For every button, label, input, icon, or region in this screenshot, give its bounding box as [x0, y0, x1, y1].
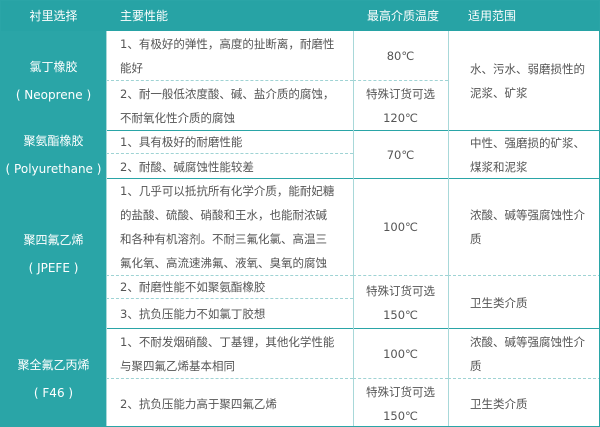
temperature-line: 100℃ [383, 346, 418, 361]
header-text: 最高介质温度 [367, 9, 440, 23]
name-line: ( Polyurethane ) [5, 162, 102, 176]
name-line: 氯丁橡胶 [29, 60, 78, 74]
temperature-line: 特殊订货可选 [366, 283, 435, 298]
feature-cell: 2、抗负压能力高于聚四氟乙烯 [106, 379, 353, 426]
header-cell: 主要性能 [106, 1, 353, 31]
application-cell: 中性、强磨损的矿浆、 煤浆和泥浆 [448, 131, 599, 179]
name-line: ( Neoprene ) [15, 88, 92, 102]
application-cell: 浓酸、碱等强腐蚀性介质 [448, 179, 599, 276]
lining-name: 聚氨酯橡胶 ( Polyurethane ) [1, 131, 106, 179]
application-line: 水、污水、弱磨损性的 [470, 62, 585, 76]
column-divider [448, 31, 449, 426]
name-line: ( JPEFE ) [28, 261, 79, 275]
lining-name: 聚全氟乙丙烯 ( F46 ) [1, 329, 106, 426]
application-line: 中性、强磨损的矿浆、 [470, 136, 585, 150]
application-line: 煤浆和泥浆 [470, 160, 528, 174]
application-line: 质 [470, 358, 482, 373]
feature-cell: 1、几乎可以抵抗所有化学介质，能耐妃糖 的盐酸、硫酸、硝酸和王水，也能耐浓碱 和各种… [106, 179, 353, 276]
feature-cell: 3、抗负压能力不如氯丁胶想 [106, 299, 353, 329]
temperature-line: 150℃ [383, 408, 418, 423]
feature-line: 氟化氧、高流速沸氟、液氧、臭氧的腐蚀 [120, 256, 327, 270]
temperature-line: 120℃ [383, 111, 418, 125]
group-divider [106, 130, 599, 131]
feature-line: 1、几乎可以抵抗所有化学介质，能耐妃糖 [120, 184, 335, 198]
temperature-cell: 70℃ [353, 131, 448, 179]
feature-line: 2、耐磨性能不如聚氨酯橡胶 [120, 280, 266, 294]
feature-cell: 2、耐磨性能不如聚氨酯橡胶 [106, 276, 353, 299]
header-cell: 衬里选择 [1, 1, 106, 31]
name-line: ( F46 ) [33, 385, 74, 400]
header-text: 主要性能 [120, 9, 169, 23]
feature-line: 与聚四氟乙烯基本相同 [120, 358, 235, 373]
temperature-line: 80℃ [386, 48, 415, 63]
application-line: 泥浆、矿浆 [470, 86, 528, 100]
application-line: 浓酸、碱等强腐蚀性介 [470, 208, 585, 222]
lining-name: 氯丁橡胶 ( Neoprene ) [1, 31, 106, 131]
column-divider [353, 31, 354, 426]
lining-name: 聚四氟乙烯 ( JPEFE ) [1, 179, 106, 329]
application-cell: 卫生类介质 [448, 276, 599, 329]
temperature-line: 特殊订货可选 [366, 87, 435, 101]
column-divider [106, 31, 107, 426]
header-text: 衬里选择 [29, 9, 78, 23]
temperature-cell: 特殊订货可选 150℃ [353, 276, 448, 329]
temperature-line: 100℃ [383, 220, 418, 234]
feature-line: 2、抗负压能力高于聚四氟乙烯 [120, 396, 277, 411]
feature-line: 1、具有极好的耐磨性能 [120, 135, 243, 149]
application-cell: 浓酸、碱等强腐蚀性介质 [448, 329, 599, 379]
temperature-cell: 特殊订货可选 120℃ [353, 81, 448, 131]
feature-cell: 2、耐酸、碱腐蚀性能较差 [106, 154, 353, 179]
application-line: 卫生类介质 [470, 396, 528, 411]
feature-cell: 1、具有极好的耐磨性能 [106, 131, 353, 154]
feature-line: 和各种有机溶剂。不耐三氟化氯、高温三 [120, 232, 327, 246]
group-divider [106, 178, 599, 179]
feature-line: 能好 [120, 60, 143, 75]
feature-line: 2、耐酸、碱腐蚀性能较差 [120, 159, 254, 174]
temperature-cell: 特殊订货可选 150℃ [353, 379, 448, 426]
application-line: 浓酸、碱等强腐蚀性介 [470, 334, 585, 349]
feature-line: 2、耐一般低浓度酸、碱、盐介质的腐蚀， [120, 87, 335, 101]
application-cell: 卫生类介质 [448, 379, 599, 426]
header-cell: 最高介质温度 [353, 1, 448, 31]
temperature-line: 70℃ [386, 148, 415, 162]
feature-line: 1、有极好的弹性，高度的扯断离，耐磨性 [120, 36, 335, 51]
application-cell: 水、污水、弱磨损性的 泥浆、矿浆 [448, 31, 599, 131]
temperature-cell: 80℃ [353, 31, 448, 81]
feature-line: 不耐氧化性介质的腐蚀 [120, 111, 235, 125]
name-line: 聚四氟乙烯 [23, 233, 84, 247]
temperature-line: 特殊订货可选 [366, 384, 435, 399]
header-text: 适用范围 [468, 9, 517, 23]
feature-cell: 1、有极好的弹性，高度的扯断离，耐磨性 能好 [106, 31, 353, 81]
temperature-line: 150℃ [383, 307, 418, 322]
feature-cell: 1、不耐发烟硝酸、丁基锂，其他化学性能 与聚四氟乙烯基本相同 [106, 329, 353, 379]
application-line: 质 [470, 232, 482, 246]
feature-cell: 2、耐一般低浓度酸、碱、盐介质的腐蚀， 不耐氧化性介质的腐蚀 [106, 81, 353, 131]
name-line: 聚氨酯橡胶 [23, 134, 84, 148]
feature-line: 1、不耐发烟硝酸、丁基锂，其他化学性能 [120, 334, 335, 349]
group-divider [106, 328, 599, 329]
temperature-cell: 100℃ [353, 179, 448, 276]
feature-line: 的盐酸、硫酸、硝酸和王水，也能耐浓碱 [120, 208, 327, 222]
application-line: 卫生类介质 [470, 295, 528, 310]
name-line: 聚全氟乙丙烯 [17, 357, 90, 372]
temperature-cell: 100℃ [353, 329, 448, 379]
feature-line: 3、抗负压能力不如氯丁胶想 [120, 307, 266, 321]
header-cell: 适用范围 [448, 1, 599, 31]
